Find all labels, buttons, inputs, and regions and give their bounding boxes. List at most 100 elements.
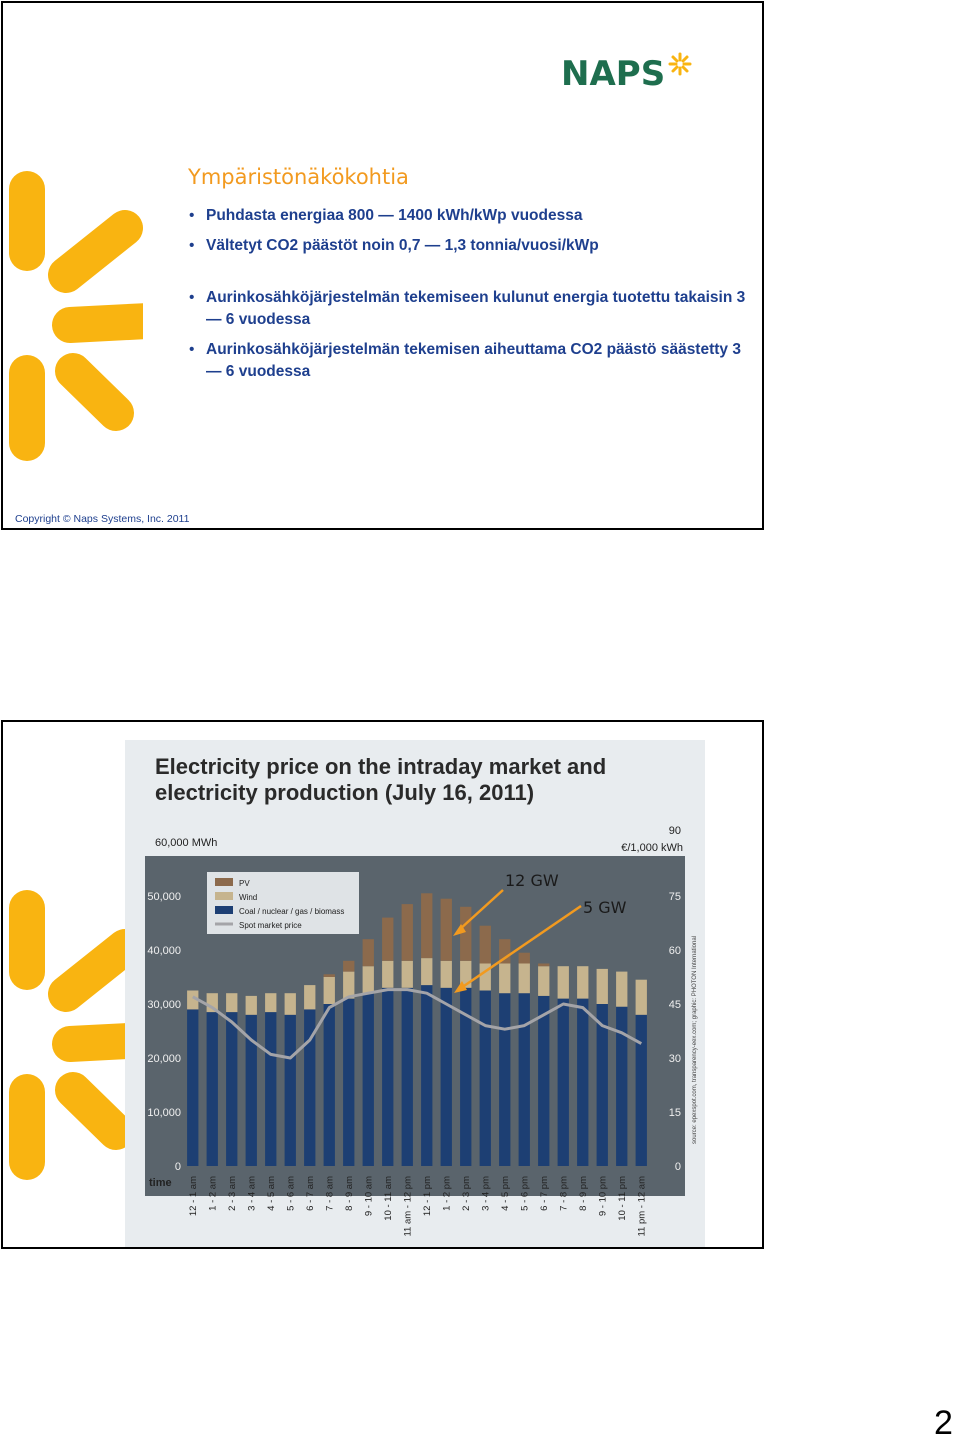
- bar-segment-wind: [401, 960, 413, 988]
- bar-segment-conventional: [460, 987, 472, 1166]
- bullet-item: Vältetyt CO2 päästöt noin 0,7 — 1,3 tonn…: [189, 235, 759, 257]
- x-tick-label: 11 am - 12 pm: [402, 1176, 413, 1237]
- x-tick-label: 10 - 11 am: [383, 1176, 394, 1221]
- bar-segment-conventional: [421, 985, 433, 1166]
- annotation-arrow-5gw: [460, 904, 582, 990]
- bar-segment-wind: [499, 963, 511, 994]
- y-tick-left: 0: [175, 1161, 181, 1173]
- y-tick-right: 30: [669, 1053, 681, 1065]
- page-number: 2: [934, 1404, 953, 1442]
- bar-segment-pv: [518, 952, 530, 964]
- x-tick-label: 4 - 5 am: [266, 1176, 277, 1211]
- bar-segment-wind: [479, 963, 491, 991]
- bar-segment-wind: [538, 966, 550, 996]
- sun-rays-decoration: [9, 171, 143, 461]
- bar-segment-wind: [518, 963, 530, 994]
- bar-segment-pv: [421, 893, 433, 959]
- bar-segment-conventional: [499, 993, 511, 1166]
- bar-segment-wind: [206, 993, 218, 1013]
- x-tick-label: 12 - 1 am: [188, 1176, 199, 1216]
- bar-segment-pv: [343, 960, 355, 972]
- chart-title-line-1: Electricity price on the intraday market…: [155, 754, 606, 779]
- bar-segment-conventional: [362, 993, 374, 1166]
- x-tick-label: 9 - 10 am: [363, 1176, 374, 1216]
- bar-segment-conventional: [226, 1012, 238, 1166]
- x-tick-label: 7 - 8 pm: [558, 1176, 569, 1211]
- bar-segment-conventional: [187, 1009, 199, 1166]
- sun-rays-decoration: [9, 890, 143, 1180]
- bullet-item: Puhdasta energiaa 800 — 1400 kWh/kWp vuo…: [189, 205, 759, 227]
- bar-segment-wind: [577, 966, 589, 999]
- x-tick-label: 6 - 7 am: [305, 1176, 316, 1211]
- y-tick-right: 45: [669, 999, 681, 1011]
- x-tick-label: 3 - 4 am: [246, 1176, 257, 1211]
- bar-segment-wind: [635, 979, 647, 1015]
- bar-segment-conventional: [577, 998, 589, 1166]
- chart-title-line-2: electricity production (July 16, 2011): [155, 780, 534, 805]
- annotation-label-12gw: 12 GW: [505, 871, 559, 890]
- bar-segment-conventional: [401, 987, 413, 1166]
- naps-logo: NAPS: [561, 52, 692, 94]
- x-tick-label: 5 - 6 pm: [519, 1176, 530, 1211]
- bar-segment-wind: [557, 966, 569, 999]
- y-tick-left: 30,000: [147, 999, 181, 1011]
- bullet-list: Puhdasta energiaa 800 — 1400 kWh/kWp vuo…: [189, 205, 759, 383]
- legend-swatch-wind: [215, 892, 233, 900]
- bar-segment-conventional: [304, 1009, 316, 1166]
- x-tick-label: 9 - 10 pm: [597, 1176, 608, 1216]
- bar-segment-wind: [265, 993, 277, 1013]
- y-tick-right: 75: [669, 891, 681, 903]
- bar-segment-wind: [187, 990, 199, 1010]
- annotation-arrowhead-12gw: [453, 924, 466, 936]
- x-axis-label: time: [149, 1177, 172, 1189]
- bar-segment-pv: [460, 906, 472, 961]
- y-tick-left: 10,000: [147, 1107, 181, 1119]
- annotation-5gw: 5 GW: [454, 898, 627, 993]
- x-tick-label: 4 - 5 pm: [500, 1176, 511, 1211]
- slide-title: Ympäristönäkökohtia: [188, 165, 409, 189]
- bar-segment-pv: [499, 939, 511, 964]
- x-tick-label: 10 - 11 pm: [617, 1176, 628, 1221]
- bar-segment-conventional: [245, 1014, 257, 1166]
- bullet-item: Aurinkosähköjärjestelmän tekemiseen kulu…: [189, 287, 759, 331]
- bar-segment-conventional: [323, 1004, 335, 1166]
- bar-segment-conventional: [557, 998, 569, 1166]
- y-tick-right: 90: [669, 825, 681, 837]
- annotation-12gw: 12 GW: [453, 871, 559, 936]
- bar-segment-wind: [226, 993, 238, 1013]
- bar-segment-conventional: [382, 987, 394, 1166]
- bar-segment-wind: [382, 960, 394, 988]
- y-tick-left: 50,000: [147, 891, 181, 903]
- bar-segment-conventional: [518, 993, 530, 1166]
- bar-segment-pv: [479, 925, 491, 964]
- bar-segment-wind: [362, 966, 374, 994]
- spot-price-line: [192, 988, 643, 1060]
- bullet-item: Aurinkosähköjärjestelmän tekemisen aiheu…: [189, 339, 759, 383]
- slide-2: Electricity price on the intraday market…: [1, 720, 764, 1249]
- chart-image: Electricity price on the intraday market…: [125, 740, 705, 1247]
- bar-segment-conventional: [635, 1014, 647, 1166]
- bar-segment-conventional: [440, 987, 452, 1166]
- x-tick-label: 6 - 7 pm: [539, 1176, 550, 1211]
- left-axis-unit: 60,000 MWh: [155, 837, 217, 849]
- x-tick-label: 2 - 3 am: [227, 1176, 238, 1211]
- bar-segment-wind: [616, 971, 628, 1007]
- x-tick-label: 2 - 3 pm: [461, 1176, 472, 1211]
- annotation-arrowhead-5gw: [454, 981, 467, 993]
- svg-text:NAPS: NAPS: [561, 54, 665, 94]
- legend-label-price: Spot market price: [239, 921, 302, 930]
- bar-segment-conventional: [284, 1014, 296, 1166]
- y-tick-left: 20,000: [147, 1053, 181, 1065]
- source-note: source: epexspot.com, transparency-eex.c…: [692, 936, 698, 1144]
- bar-segment-wind: [284, 993, 296, 1015]
- bar-segment-pv: [323, 974, 335, 977]
- bar-segment-conventional: [596, 1004, 608, 1166]
- legend-label-conventional: Coal / nuclear / gas / biomass: [239, 907, 344, 916]
- bar-segment-pv: [401, 904, 413, 961]
- y-tick-right: 60: [669, 945, 681, 957]
- x-tick-label: 8 - 9 am: [344, 1176, 355, 1211]
- bar-segment-pv: [538, 963, 550, 967]
- right-axis-unit: €/1,000 kWh: [621, 842, 683, 854]
- bar-segment-wind: [421, 958, 433, 986]
- bar-segment-conventional: [479, 990, 491, 1166]
